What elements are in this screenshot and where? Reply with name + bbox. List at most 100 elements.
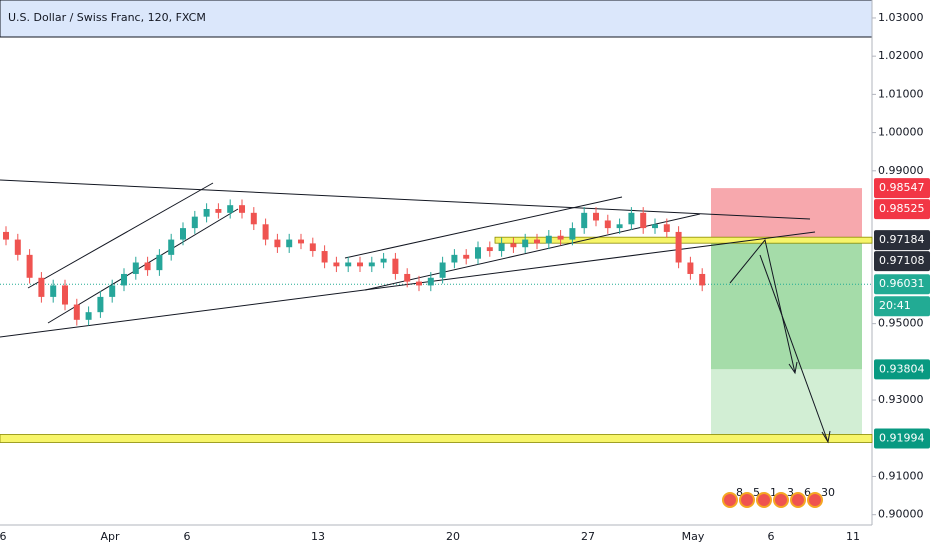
price-tag [874, 230, 930, 251]
price-tag [874, 251, 930, 272]
y-tick-label: 0.99000 [878, 164, 924, 177]
candle-body [239, 205, 245, 213]
candle-body [628, 212, 635, 225]
price-tag [874, 274, 930, 295]
path-arrow [729, 238, 796, 374]
event-icon [790, 492, 806, 508]
candle-body [26, 254, 33, 278]
event-label: 6 [804, 486, 811, 499]
trend-line [0, 179, 811, 220]
target-zone [711, 240, 862, 370]
x-tick-label: 20 [446, 530, 460, 543]
candle-body [227, 205, 234, 213]
candle-body [687, 262, 694, 274]
candle-body [298, 239, 304, 244]
event-icon [722, 492, 738, 508]
y-tick-label: 1.02000 [878, 49, 924, 62]
y-tick-label: 0.93000 [878, 393, 924, 406]
chart-title: U.S. Dollar / Swiss Franc, 120, FXCM [8, 11, 206, 24]
price-tag-label: 0.98547 [879, 181, 925, 194]
y-tick-label: 1.01000 [878, 87, 924, 100]
candle-body [427, 277, 434, 286]
candle-body [593, 212, 599, 221]
candle-body [309, 243, 316, 252]
candle-body [416, 281, 422, 286]
candle-body [557, 235, 564, 240]
event-label: 1 [770, 486, 777, 499]
level-band [0, 434, 873, 443]
candle-body [498, 243, 505, 252]
x-tick-label: May [682, 530, 705, 543]
y-tick-label: 1.03000 [878, 11, 924, 24]
event-icon [773, 492, 789, 508]
price-tag-label: 0.97108 [879, 254, 925, 267]
candle-body [463, 254, 470, 259]
price-tag [874, 428, 930, 449]
y-tick-label: 1.00000 [878, 126, 924, 139]
path-arrow [759, 254, 829, 443]
price-tag-label: 0.98525 [879, 202, 925, 215]
candle-body [3, 231, 9, 240]
candle-body [109, 285, 116, 297]
candle-body [286, 239, 293, 248]
candle-body [144, 262, 151, 271]
x-tick-label: 11 [846, 530, 860, 543]
candle-body [38, 277, 45, 297]
candle-body [699, 273, 706, 286]
channel-line [27, 182, 214, 289]
channel-line [344, 196, 623, 259]
y-tick-label: 0.95000 [878, 317, 924, 330]
candle-body [675, 231, 682, 263]
event-icon [756, 492, 772, 508]
price-tag-label: 0.93804 [879, 362, 925, 375]
candle-body [439, 262, 446, 278]
stop-zone [711, 188, 862, 241]
candle-body [333, 262, 340, 267]
candle-body [581, 212, 588, 229]
candle-body [62, 285, 68, 305]
candle-body [345, 262, 352, 267]
price-tag [874, 199, 930, 220]
candle-body [392, 258, 399, 274]
price-tag [874, 296, 930, 317]
event-label: 3 [787, 486, 794, 499]
candle-body [97, 296, 104, 313]
candle-body [640, 212, 647, 229]
candle-body [50, 285, 57, 297]
candle-body [14, 239, 21, 255]
drawings [0, 179, 831, 444]
price-tag-label: 0.91994 [879, 431, 925, 444]
price-tag-label: 20:41 [879, 299, 911, 312]
event-label: 8 [736, 486, 743, 499]
x-tick-label: 6 [184, 530, 191, 543]
candle-body [475, 247, 481, 259]
x-tick-label: 6 [768, 530, 775, 543]
x-tick-label: 6 [0, 530, 7, 543]
price-tag [874, 359, 930, 380]
event-label: 30 [821, 486, 835, 499]
candle-body [274, 239, 281, 248]
candle-body [262, 224, 269, 240]
y-tick-label: 0.91000 [878, 469, 924, 482]
candle-body [180, 228, 186, 240]
candle-body [404, 273, 411, 282]
candle-body [451, 254, 458, 263]
candle-body [545, 235, 552, 244]
channel-line [364, 213, 701, 291]
candle-body [357, 262, 363, 267]
candle-body [510, 243, 517, 248]
candle-body [616, 224, 623, 229]
candle-body [380, 258, 387, 263]
price-tag-label: 0.96031 [879, 277, 925, 290]
candle-body [121, 273, 127, 286]
channel-line [47, 208, 239, 324]
candle-body [522, 239, 529, 248]
event-icon [807, 492, 823, 508]
candle-body [215, 209, 222, 213]
candle-body [534, 239, 540, 244]
x-tick-label: Apr [100, 530, 120, 543]
price-tag [874, 178, 930, 199]
event-icon [739, 492, 755, 508]
x-tick-label: 27 [581, 530, 595, 543]
